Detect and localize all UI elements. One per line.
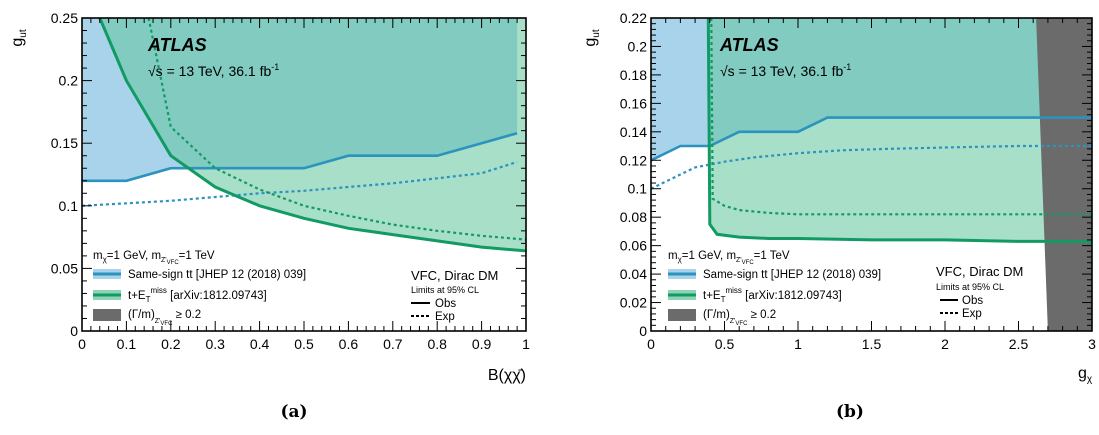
panel-a-legend-exp: Exp	[435, 311, 455, 323]
panel-a-ticks: 0 0.1 0.2 0.3 0.4 0.5 0.6 0.7 0.8 0.9 1 0 0.05 0.1 0.1…	[51, 10, 530, 352]
y-tick-label: 0.22	[620, 10, 647, 26]
y-tick-label: 0	[70, 323, 78, 339]
panel-b-ticks: 0 0.5 1 1.5 2 2.5 3 0 0.02 0.04 0.06 0.08 0.1 0.12 0.1…	[620, 10, 1096, 352]
x-tick-label: 0	[647, 336, 655, 352]
panel-b-legend-obs: Obs	[962, 295, 983, 307]
panel-a-label: (a)	[280, 402, 307, 422]
panel-a-legend-obs: Obs	[435, 298, 456, 310]
x-tick-label: 0.2	[161, 336, 181, 352]
panel-a-ylabel: gut	[9, 29, 29, 46]
panel-a-legend-width-swatch	[93, 309, 121, 321]
x-tick-label: 3	[1088, 336, 1096, 352]
panel-a-energy-label: √s = 13 TeV, 36.1 fb-1	[148, 62, 279, 79]
x-tick-label: 2	[941, 336, 949, 352]
ttop-observed-line	[706, 18, 1092, 243]
samesign-expected-line	[82, 160, 518, 207]
y-tick-label: 0.05	[51, 260, 78, 276]
x-tick-label: 1.5	[862, 336, 882, 352]
y-tick-label: 0.18	[620, 67, 647, 83]
panel-a-legend-ttop: t+ETmiss [arXiv:1812.09743]	[128, 286, 267, 304]
x-tick-label: 0.9	[472, 336, 492, 352]
samesign-observed-line	[651, 116, 1092, 162]
y-tick-label: 0.06	[620, 238, 647, 254]
ttop-observed-line	[98, 18, 526, 253]
panel-a-legend-samesign: Same-sign tt [JHEP 12 (2018) 039]	[128, 269, 306, 281]
panel-b-xlabel: gχ	[1078, 365, 1093, 385]
y-tick-label: 0.2	[59, 73, 79, 89]
y-tick-label: 0.12	[620, 152, 647, 168]
panel-a-cl-label: Limits at 95% CL	[411, 285, 479, 295]
panel-b-ylabel: gut	[582, 29, 602, 46]
y-tick-label: 0.1	[59, 198, 79, 214]
panel-a: 0 0.1 0.2 0.3 0.4 0.5 0.6 0.7 0.8 0.9 1 0 0.05 0.1 0.1…	[9, 10, 530, 422]
x-tick-label: 0	[78, 336, 86, 352]
samesign-expected-line	[651, 144, 1092, 190]
y-tick-label: 0.04	[620, 266, 647, 282]
x-tick-label: 0.7	[383, 336, 403, 352]
x-tick-label: 0.5	[294, 336, 314, 352]
x-tick-label: 2.5	[1009, 336, 1029, 352]
panel-a-legend-width: (Γ/m)Z'VFC ≥ 0.2	[128, 309, 201, 327]
panel-b-energy-label: √s = 13 TeV, 36.1 fb-1	[720, 62, 851, 79]
y-tick-label: 0	[639, 323, 647, 339]
y-tick-label: 0.25	[51, 10, 78, 26]
panel-b-lines	[651, 18, 1092, 243]
panel-b-atlas-label: ATLAS	[719, 35, 779, 55]
panel-b-model-label: VFC, Dirac DM	[936, 264, 1023, 279]
y-tick-label: 0.14	[620, 124, 647, 140]
x-tick-label: 0.6	[339, 336, 359, 352]
panel-b-legend-width: (Γ/m)Z'VFC ≥ 0.2	[703, 309, 776, 327]
ttop-expected-line	[147, 18, 526, 241]
panel-a-fills	[82, 18, 526, 251]
panel-b-legend-width-swatch	[668, 309, 696, 321]
y-tick-label: 0.2	[628, 38, 648, 54]
x-tick-label: 0.3	[205, 336, 225, 352]
ttop-expected-line	[710, 18, 1092, 216]
panel-a-xlabel: B(χχ̄)	[488, 367, 526, 384]
x-tick-label: 0.8	[427, 336, 447, 352]
panel-a-atlas-label: ATLAS	[147, 35, 207, 55]
panel-b-legend-samesign: Same-sign tt [JHEP 12 (2018) 039]	[703, 269, 881, 281]
panel-a-model-label: VFC, Dirac DM	[411, 268, 498, 283]
panel-b-mass-label: mχ=1 GeV, mZ'VFC=1 TeV	[668, 250, 790, 266]
x-tick-label: 0.1	[117, 336, 137, 352]
ttop-excluded-region	[99, 18, 526, 251]
panel-b-legend-exp: Exp	[962, 308, 982, 320]
x-tick-label: 0.5	[715, 336, 735, 352]
x-tick-label: 1	[794, 336, 802, 352]
panel-b: 0 0.5 1 1.5 2 2.5 3 0 0.02 0.04 0.06 0.08 0.1 0.12 0.1…	[582, 10, 1096, 422]
y-tick-label: 0.1	[628, 181, 648, 197]
y-tick-label: 0.15	[51, 135, 78, 151]
panel-a-lines	[82, 18, 526, 253]
panel-b-cl-label: Limits at 95% CL	[936, 282, 1004, 292]
x-tick-label: 0.4	[250, 336, 270, 352]
y-tick-label: 0.08	[620, 209, 647, 225]
width-excluded-region	[1036, 18, 1092, 331]
panel-b-fills	[651, 18, 1092, 331]
panel-a-mass-label: mχ=1 GeV, mZ'VFC=1 TeV	[93, 250, 215, 266]
panel-b-legend-ttop: t+ETmiss [arXiv:1812.09743]	[703, 286, 842, 304]
ttop-excluded-region	[708, 18, 1092, 242]
y-tick-label: 0.02	[620, 295, 647, 311]
y-tick-label: 0.16	[620, 95, 647, 111]
panel-b-label: (b)	[836, 402, 864, 422]
samesign-observed-line	[82, 131, 518, 183]
x-tick-label: 1	[522, 336, 530, 352]
